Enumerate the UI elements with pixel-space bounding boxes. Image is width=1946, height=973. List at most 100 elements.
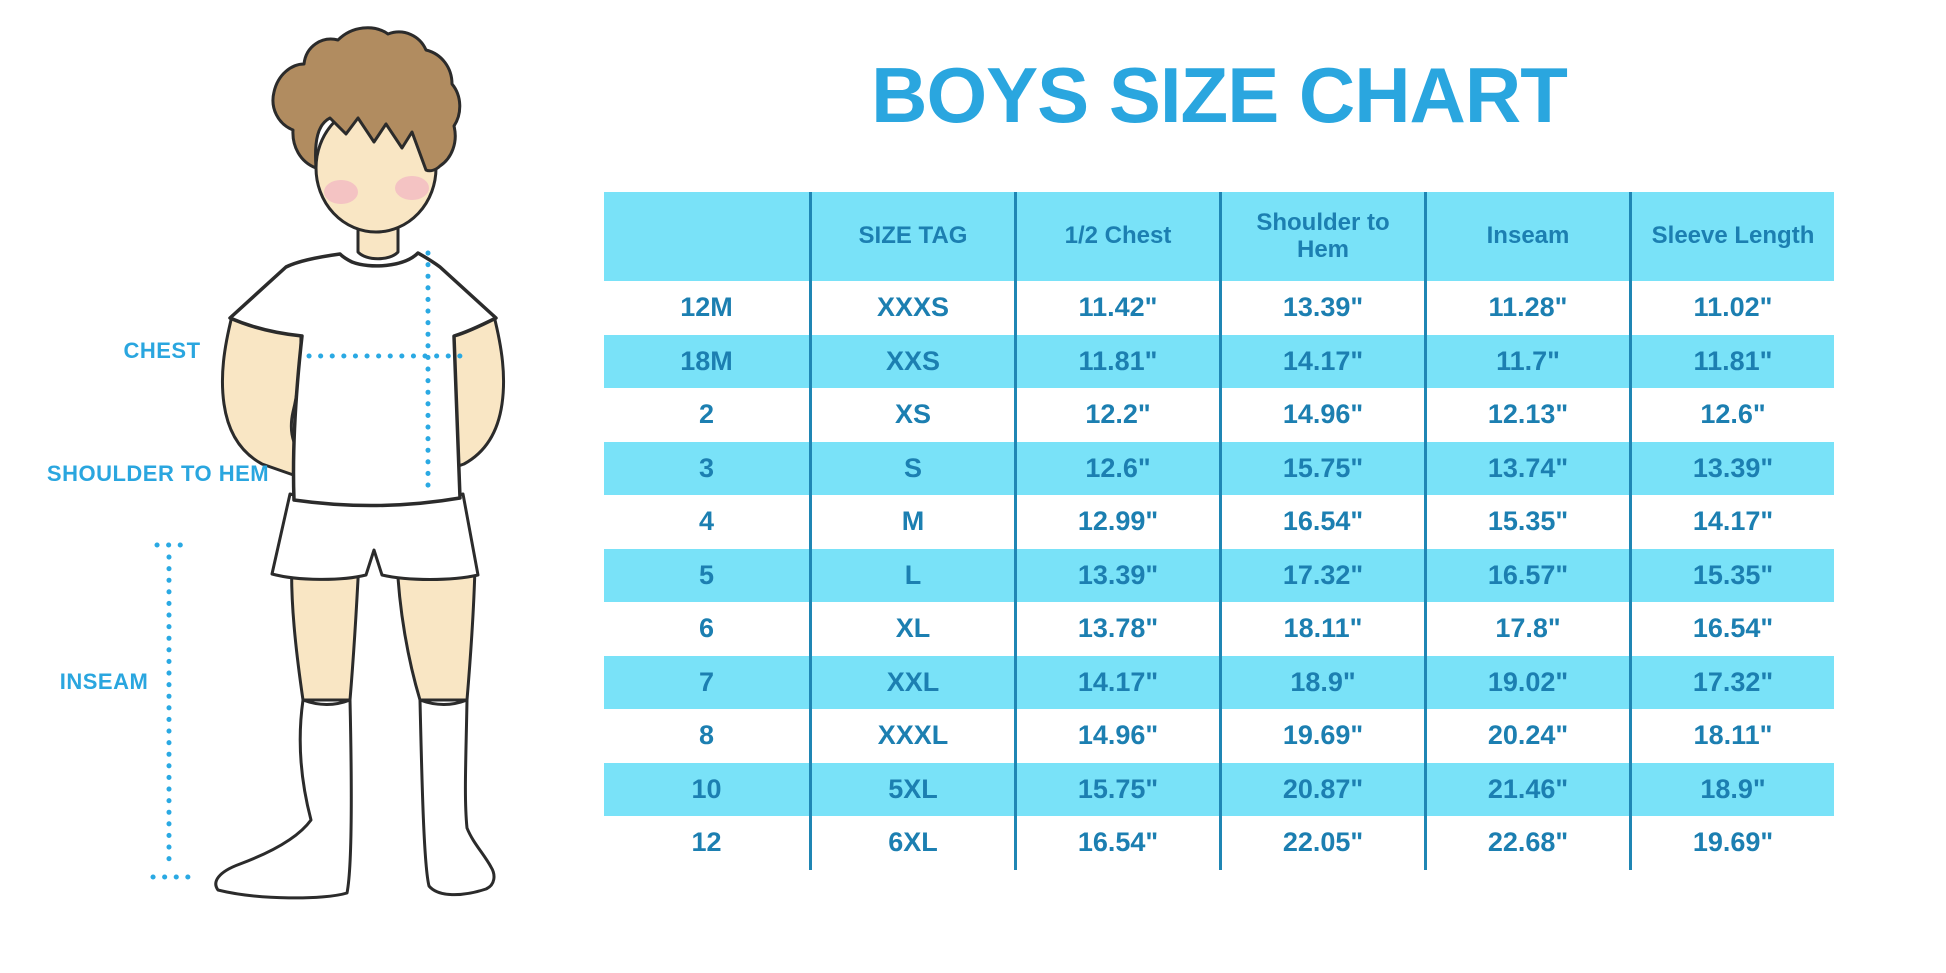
row-cell-sleeve: 12.6" <box>1629 388 1834 442</box>
size-table: SIZE TAG 1/2 Chest Shoulder to Hem Insea… <box>604 192 1834 870</box>
row-cell-shoulder-hem: 18.9" <box>1219 655 1424 709</box>
row-cell-shoulder-hem: 20.87" <box>1219 762 1424 816</box>
boy-sock-cuff-left <box>301 698 352 706</box>
row-cell-half-chest: 13.78" <box>1014 602 1219 656</box>
size-table-body: 12M XXXS 11.42" 13.39" 11.28" 11.02" 18M… <box>604 281 1834 870</box>
row-cell-inseam: 16.57" <box>1424 548 1629 602</box>
header-cell-blank <box>604 192 809 281</box>
row-cell-size-tag: M <box>809 495 1014 549</box>
row-cell-size-tag: 6XL <box>809 816 1014 870</box>
row-cell-half-chest: 12.2" <box>1014 388 1219 442</box>
boy-sock-cuff-right <box>418 698 469 706</box>
row-cell-sleeve: 11.81" <box>1629 334 1834 388</box>
row-cell-half-chest: 12.99" <box>1014 495 1219 549</box>
row-cell-age-size: 3 <box>698 452 715 483</box>
table-row: 18M XXS 11.81" 14.17" 11.7" 11.81" <box>604 334 1834 388</box>
row-cell-half-chest: 14.17" <box>1014 655 1219 709</box>
row-cell-age-size: 4 <box>698 506 715 537</box>
row-cell-shoulder-hem: 14.17" <box>1219 334 1424 388</box>
row-cell-inseam: 19.02" <box>1424 655 1629 709</box>
row-cell-shoulder-hem: 17.32" <box>1219 548 1424 602</box>
page-title: BOYS SIZE CHART <box>871 51 1568 139</box>
boy-cheek-right <box>395 176 429 200</box>
table-row: 12M XXXS 11.42" 13.39" 11.28" 11.02" <box>604 281 1834 335</box>
header-cell-size-tag: SIZE TAG <box>809 192 1014 281</box>
row-cell-age-size: 12 <box>691 827 722 858</box>
row-cell-age-size: 12M <box>680 292 733 323</box>
row-cell-inseam: 13.74" <box>1424 441 1629 495</box>
row-cell-sleeve: 14.17" <box>1629 495 1834 549</box>
row-cell-half-chest: 13.39" <box>1014 548 1219 602</box>
row-cell-half-chest: 11.81" <box>1014 334 1219 388</box>
table-row: 12 6XL 16.54" 22.05" 22.68" 19.69" <box>604 816 1834 870</box>
row-cell-inseam: 17.8" <box>1424 602 1629 656</box>
row-cell-size-tag: XL <box>809 602 1014 656</box>
row-cell-shoulder-hem: 19.69" <box>1219 709 1424 763</box>
measurement-label-chest: CHEST <box>123 338 201 363</box>
row-cell-sleeve: 17.32" <box>1629 655 1834 709</box>
boy-shirt <box>228 251 498 508</box>
boy-cheek-left <box>324 180 358 204</box>
row-cell-half-chest: 15.75" <box>1014 762 1219 816</box>
row-cell-size-tag: XXXS <box>809 281 1014 335</box>
row-cell-sleeve: 11.02" <box>1629 281 1834 335</box>
measurement-label-inseam: INSEAM <box>59 669 149 694</box>
header-cell-shoulder-hem: Shoulder to Hem <box>1219 192 1424 281</box>
row-cell-sleeve: 16.54" <box>1629 602 1834 656</box>
header-cell-half-chest: 1/2 Chest <box>1014 192 1219 281</box>
measurement-label-shoulder-to-hem: SHOULDER TO HEM <box>46 461 270 486</box>
row-cell-inseam: 22.68" <box>1424 816 1629 870</box>
row-cell-sleeve: 15.35" <box>1629 548 1834 602</box>
table-row: 10 5XL 15.75" 20.87" 21.46" 18.9" <box>604 762 1834 816</box>
row-cell-size-tag: 5XL <box>809 762 1014 816</box>
boy-sock-left <box>214 698 353 900</box>
size-table-header: SIZE TAG 1/2 Chest Shoulder to Hem Insea… <box>604 192 1834 281</box>
row-cell-sleeve: 18.11" <box>1629 709 1834 763</box>
row-cell-size-tag: XXS <box>809 334 1014 388</box>
row-cell-shoulder-hem: 15.75" <box>1219 441 1424 495</box>
row-cell-half-chest: 14.96" <box>1014 709 1219 763</box>
row-cell-age-size: 18M <box>680 345 733 376</box>
figure-panel: CHEST SHOULDER TO HEM INSEAM <box>0 0 560 973</box>
table-row: 4 M 12.99" 16.54" 15.35" 14.17" <box>604 495 1834 549</box>
row-cell-age-size: 5 <box>698 559 715 590</box>
header-cell-inseam: Inseam <box>1424 192 1629 281</box>
row-cell-inseam: 20.24" <box>1424 709 1629 763</box>
row-cell-half-chest: 11.42" <box>1014 281 1219 335</box>
row-cell-shoulder-hem: 14.96" <box>1219 388 1424 442</box>
row-cell-size-tag: L <box>809 548 1014 602</box>
table-row: 2 XS 12.2" 14.96" 12.13" 12.6" <box>604 388 1834 442</box>
row-cell-size-tag: XS <box>809 388 1014 442</box>
row-cell-sleeve: 18.9" <box>1629 762 1834 816</box>
row-cell-inseam: 15.35" <box>1424 495 1629 549</box>
row-cell-age-size: 8 <box>698 720 715 751</box>
boy-sock-right <box>418 698 496 897</box>
boy-arm-left <box>220 314 304 480</box>
row-cell-size-tag: XXXL <box>809 709 1014 763</box>
row-cell-shoulder-hem: 22.05" <box>1219 816 1424 870</box>
row-cell-shoulder-hem: 18.11" <box>1219 602 1424 656</box>
row-cell-size-tag: XXL <box>809 655 1014 709</box>
row-cell-inseam: 11.28" <box>1424 281 1629 335</box>
table-row: 5 L 13.39" 17.32" 16.57" 15.35" <box>604 548 1834 602</box>
row-cell-inseam: 12.13" <box>1424 388 1629 442</box>
row-cell-inseam: 21.46" <box>1424 762 1629 816</box>
boy-hair <box>271 26 462 173</box>
table-row: 8 XXXL 14.96" 19.69" 20.24" 18.11" <box>604 709 1834 763</box>
row-cell-age-size: 7 <box>698 666 715 697</box>
table-row: 6 XL 13.78" 18.11" 17.8" 16.54" <box>604 602 1834 656</box>
row-cell-size-tag: S <box>809 441 1014 495</box>
row-cell-age-size: 10 <box>691 773 722 804</box>
table-row: 3 S 12.6" 15.75" 13.74" 13.39" <box>604 441 1834 495</box>
row-cell-sleeve: 13.39" <box>1629 441 1834 495</box>
header-cell-sleeve: Sleeve Length <box>1629 192 1834 281</box>
row-cell-half-chest: 16.54" <box>1014 816 1219 870</box>
row-cell-shoulder-hem: 13.39" <box>1219 281 1424 335</box>
row-cell-age-size: 2 <box>698 399 715 430</box>
row-cell-half-chest: 12.6" <box>1014 441 1219 495</box>
measurement-guides <box>150 250 464 880</box>
row-cell-shoulder-hem: 16.54" <box>1219 495 1424 549</box>
boy-illustration <box>150 26 506 900</box>
table-row: 7 XXL 14.17" 18.9" 19.02" 17.32" <box>604 655 1834 709</box>
